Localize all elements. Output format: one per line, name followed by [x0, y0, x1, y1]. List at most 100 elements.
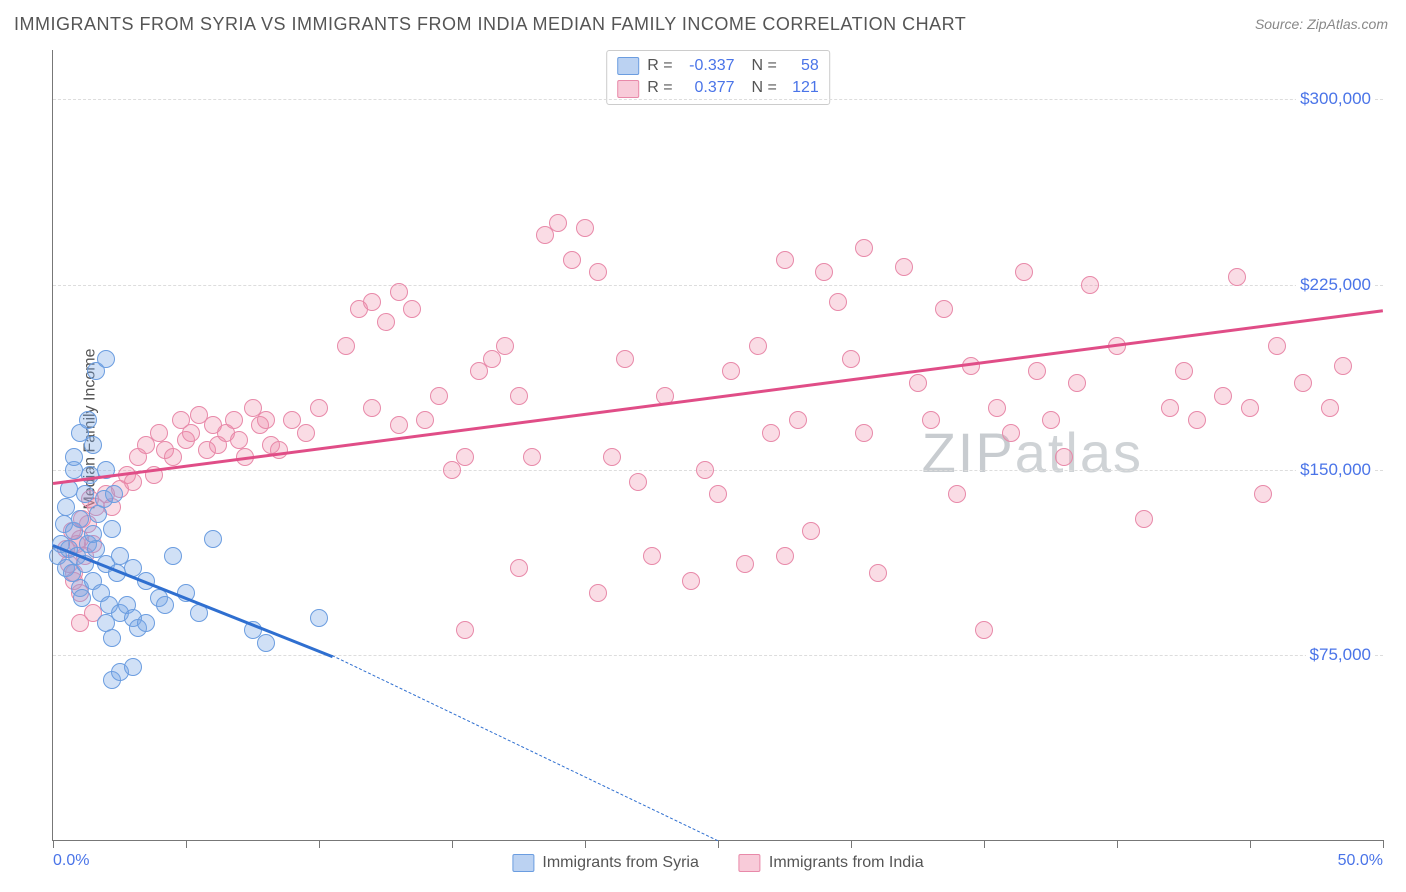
data-point: [257, 411, 275, 429]
data-point: [802, 522, 820, 540]
data-point: [164, 547, 182, 565]
x-tick: [1383, 840, 1384, 848]
chart-title: IMMIGRANTS FROM SYRIA VS IMMIGRANTS FROM…: [14, 14, 966, 35]
data-point: [297, 424, 315, 442]
data-point: [948, 485, 966, 503]
swatch-india-icon: [617, 80, 639, 98]
data-point: [496, 337, 514, 355]
data-point: [403, 300, 421, 318]
data-point: [257, 634, 275, 652]
data-point: [510, 387, 528, 405]
data-point: [124, 473, 142, 491]
data-point: [935, 300, 953, 318]
stats-n-label: N =: [743, 77, 777, 99]
data-point: [510, 559, 528, 577]
data-point: [762, 424, 780, 442]
stats-box: R = -0.337 N = 58 R = 0.377 N = 121: [606, 50, 830, 105]
data-point: [97, 350, 115, 368]
trend-line: [53, 309, 1383, 484]
data-point: [390, 416, 408, 434]
plot-area: ZIPatlas R = -0.337 N = 58 R = 0.377 N =…: [52, 50, 1383, 841]
stats-n-label: N =: [743, 55, 777, 77]
data-point: [1228, 268, 1246, 286]
data-point: [776, 251, 794, 269]
data-point: [1294, 374, 1312, 392]
swatch-syria-icon: [617, 57, 639, 75]
x-tick: [585, 840, 586, 848]
data-point: [76, 485, 94, 503]
x-tick: [1250, 840, 1251, 848]
legend-item-india: Immigrants from India: [739, 854, 924, 872]
data-point: [363, 399, 381, 417]
data-point: [842, 350, 860, 368]
data-point: [416, 411, 434, 429]
legend-label-india: Immigrants from India: [769, 854, 924, 872]
grid-line: [53, 285, 1383, 286]
data-point: [363, 293, 381, 311]
legend-label-syria: Immigrants from Syria: [542, 854, 698, 872]
data-point: [456, 621, 474, 639]
data-point: [776, 547, 794, 565]
x-tick: [186, 840, 187, 848]
y-tick-label: $75,000: [1306, 645, 1375, 665]
data-point: [629, 473, 647, 491]
stats-r-label: R =: [647, 55, 672, 77]
data-point: [549, 214, 567, 232]
data-point: [895, 258, 913, 276]
data-point: [975, 621, 993, 639]
data-point: [270, 441, 288, 459]
chart-source: Source: ZipAtlas.com: [1255, 16, 1388, 32]
y-tick-label: $300,000: [1296, 89, 1375, 109]
data-point: [105, 485, 123, 503]
data-point: [643, 547, 661, 565]
data-point: [84, 436, 102, 454]
data-point: [722, 362, 740, 380]
data-point: [603, 448, 621, 466]
data-point: [377, 313, 395, 331]
data-point: [1334, 357, 1352, 375]
data-point: [71, 614, 89, 632]
data-point: [1135, 510, 1153, 528]
data-point: [103, 629, 121, 647]
trend-line: [53, 544, 333, 657]
stats-n-val-syria: 58: [785, 55, 819, 77]
grid-line: [53, 655, 1383, 656]
data-point: [204, 530, 222, 548]
x-tick: [452, 840, 453, 848]
data-point: [1015, 263, 1033, 281]
data-point: [1002, 424, 1020, 442]
data-point: [73, 589, 91, 607]
data-point: [390, 283, 408, 301]
stats-r-val-india: 0.377: [681, 77, 735, 99]
data-point: [1214, 387, 1232, 405]
data-point: [736, 555, 754, 573]
data-point: [523, 448, 541, 466]
data-point: [79, 411, 97, 429]
data-point: [988, 399, 1006, 417]
data-point: [749, 337, 767, 355]
data-point: [1042, 411, 1060, 429]
data-point: [869, 564, 887, 582]
data-point: [430, 387, 448, 405]
data-point: [789, 411, 807, 429]
data-point: [589, 263, 607, 281]
data-point: [156, 596, 174, 614]
legend-swatch-syria-icon: [512, 854, 534, 872]
x-tick: [319, 840, 320, 848]
data-point: [909, 374, 927, 392]
data-point: [1055, 448, 1073, 466]
stats-r-label: R =: [647, 77, 672, 99]
data-point: [182, 424, 200, 442]
data-point: [709, 485, 727, 503]
data-point: [1161, 399, 1179, 417]
watermark: ZIPatlas: [922, 420, 1143, 485]
data-point: [65, 448, 83, 466]
data-point: [310, 609, 328, 627]
y-tick-label: $225,000: [1296, 275, 1375, 295]
data-point: [1081, 276, 1099, 294]
data-point: [1268, 337, 1286, 355]
data-point: [337, 337, 355, 355]
data-point: [576, 219, 594, 237]
data-point: [103, 520, 121, 538]
data-point: [1028, 362, 1046, 380]
